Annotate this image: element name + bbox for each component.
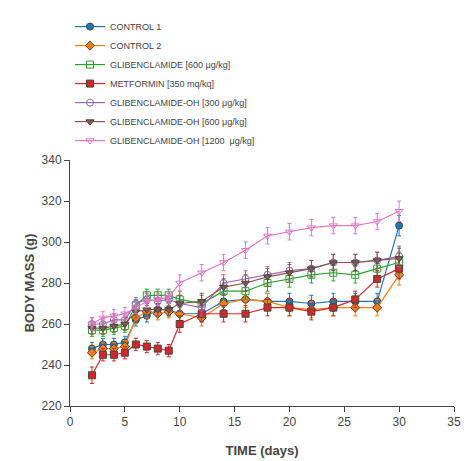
svg-text:300: 300 bbox=[42, 235, 62, 249]
svg-text:GLIBENCLAMIDE-OH [300 μg/kg]: GLIBENCLAMIDE-OH [300 μg/kg] bbox=[110, 98, 247, 108]
svg-text:280: 280 bbox=[42, 276, 62, 290]
svg-text:15: 15 bbox=[228, 415, 242, 429]
svg-text:25: 25 bbox=[338, 415, 352, 429]
svg-text:240: 240 bbox=[42, 358, 62, 372]
svg-text:5: 5 bbox=[122, 415, 129, 429]
svg-text:METFORMIN [350 mq/kq]: METFORMIN [350 mq/kq] bbox=[110, 79, 214, 89]
svg-text:CONTROL 1: CONTROL 1 bbox=[110, 22, 161, 32]
svg-text:BODY MASS (g): BODY MASS (g) bbox=[22, 234, 37, 333]
svg-text:TIME (days): TIME (days) bbox=[226, 443, 299, 458]
svg-text:220: 220 bbox=[42, 399, 62, 413]
svg-text:20: 20 bbox=[283, 415, 297, 429]
svg-text:0: 0 bbox=[67, 415, 74, 429]
svg-text:35: 35 bbox=[447, 415, 461, 429]
svg-text:CONTROL 2: CONTROL 2 bbox=[110, 41, 161, 51]
svg-text:10: 10 bbox=[173, 415, 187, 429]
svg-text:340: 340 bbox=[42, 153, 62, 167]
svg-text:320: 320 bbox=[42, 194, 62, 208]
svg-text:GLIBENCLAMIDE [600 μg/kg]: GLIBENCLAMIDE [600 μg/kg] bbox=[110, 60, 230, 70]
svg-text:30: 30 bbox=[392, 415, 406, 429]
svg-text:260: 260 bbox=[42, 317, 62, 331]
svg-text:GLIBENCLAMIDE-OH [600 μg/kg]: GLIBENCLAMIDE-OH [600 μg/kg] bbox=[110, 117, 247, 127]
svg-text:GLIBENCLAMIDE-OH [1200 μg/kg]: GLIBENCLAMIDE-OH [1200 μg/kg] bbox=[110, 136, 254, 146]
